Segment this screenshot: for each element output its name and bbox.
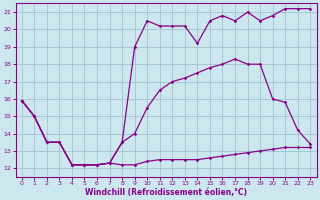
X-axis label: Windchill (Refroidissement éolien,°C): Windchill (Refroidissement éolien,°C) [85,188,247,197]
